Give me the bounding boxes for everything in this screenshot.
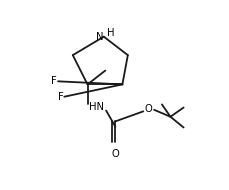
Text: F: F [51, 76, 57, 86]
Text: H: H [107, 28, 114, 38]
Text: O: O [145, 104, 153, 114]
Text: HN: HN [89, 102, 104, 112]
Text: F: F [57, 92, 63, 102]
Text: O: O [112, 149, 119, 159]
Text: N: N [95, 32, 103, 42]
